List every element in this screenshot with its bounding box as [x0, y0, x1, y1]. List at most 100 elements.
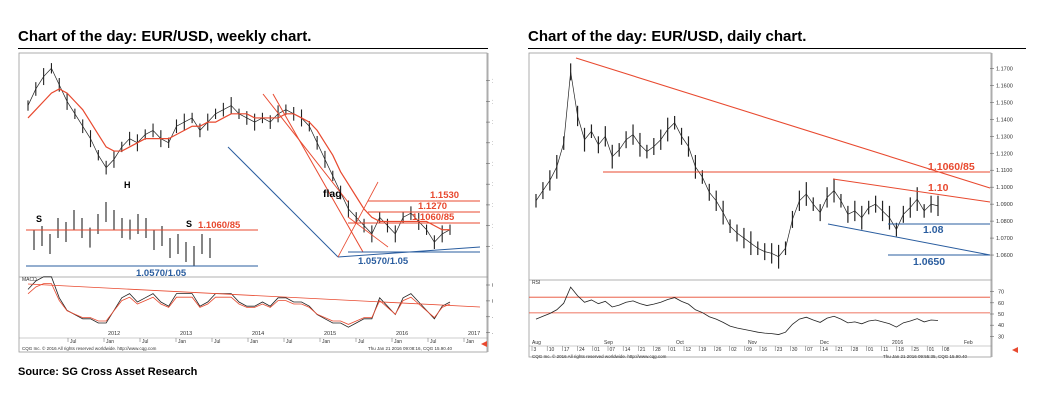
time-tick-label: 3	[534, 347, 537, 353]
level-1.08-label: 1.08	[923, 224, 944, 236]
annotation-head: H	[124, 180, 131, 190]
time-tick-label: Jan	[106, 339, 114, 345]
price-series-line	[535, 71, 939, 258]
time-tick-label: 28	[655, 347, 661, 353]
weekly-chart: 1.4500 1.4000 1.3500 1.3000 1.2500 1.2000 1.15…	[18, 52, 493, 353]
level-1.1270-label: 1.1270	[418, 201, 447, 212]
price-tick-label: 1.1000	[996, 185, 1013, 191]
time-tick-label: 17	[564, 347, 570, 353]
year-label: 2016	[396, 331, 408, 337]
rsi-label: RSI	[532, 280, 540, 286]
level-1.10-label: 1.10	[928, 182, 949, 194]
annotation-shoulder-left: S	[36, 214, 42, 224]
rsi-tick-label: 60	[998, 301, 1004, 307]
annotation-shoulder-right: S	[186, 219, 192, 229]
time-tick-label: Jul	[358, 339, 364, 345]
price-tick-label: 1.2000	[492, 182, 493, 188]
price-tick-label: 1.1000	[492, 224, 493, 230]
level-1.1530-label: 1.1530	[430, 190, 459, 201]
price-tick-label: 1.2500	[492, 162, 493, 168]
level-1.1060-85-label: 1.1060/85	[928, 161, 975, 173]
time-tick-label: 14	[625, 347, 631, 353]
price-tick-label: 1.1600	[996, 83, 1013, 89]
price-tick-label: 1.1300	[996, 134, 1013, 140]
time-tick-label: Jan	[178, 339, 186, 345]
time-tick-label: 28	[853, 347, 859, 353]
time-tick-label: 21	[838, 347, 844, 353]
time-tick-label: 16	[762, 347, 768, 353]
year-label: 2014	[252, 331, 264, 337]
month-label: 2016	[892, 340, 903, 346]
footer-copyright: CQG Inc. © 2016 All rights reserved worl…	[22, 345, 157, 351]
time-tick-label: 01	[670, 347, 676, 353]
month-label: Nov	[748, 340, 757, 346]
month-label: Sep	[604, 340, 613, 346]
time-tick-label: 12	[686, 347, 692, 353]
price-tick-label: 1.0800	[996, 219, 1013, 225]
time-tick-label: 08	[944, 347, 950, 353]
time-tick-label: Jan	[322, 339, 330, 345]
month-label: Aug	[532, 340, 541, 346]
time-tick-label: Jan	[394, 339, 402, 345]
time-tick-label: 01	[868, 347, 874, 353]
price-tick-label: 1.1500	[996, 100, 1013, 106]
price-tick-label: 1.1700	[996, 66, 1013, 72]
time-tick-label: 30	[792, 347, 798, 353]
time-tick-label: 11	[883, 347, 888, 353]
macd-label: MACD	[22, 277, 37, 283]
time-tick-label: 07	[610, 347, 616, 353]
price-tick-label: 1.0900	[996, 202, 1013, 208]
time-tick-label: 07	[807, 347, 813, 353]
price-tick-label: 1.1400	[996, 117, 1013, 123]
trendline-blue	[227, 146, 339, 258]
price-tick-label: 1.0700	[996, 236, 1013, 242]
annotation-flag: flag	[323, 188, 342, 200]
title-rule-daily	[528, 48, 1026, 49]
macd-line	[27, 276, 451, 328]
rsi-tick-label: 40	[998, 323, 1004, 329]
time-tick-label: Jul	[70, 339, 76, 345]
trendline-red	[272, 93, 364, 253]
time-tick-label: 19	[701, 347, 707, 353]
chart-frame	[18, 52, 488, 353]
time-tick-label: Jul	[214, 339, 220, 345]
price-tick-label: 1.0500	[492, 244, 493, 250]
rsi-tick-label: 70	[998, 290, 1004, 296]
time-tick-label: 02	[731, 347, 737, 353]
rsi-tick-label: 50	[998, 312, 1004, 318]
year-label: 2017	[468, 331, 480, 337]
time-tick-label: Jul	[142, 339, 148, 345]
red-arrow-icon	[481, 341, 487, 347]
time-tick-label: 01	[929, 347, 935, 353]
price-tick-label: 1.4000	[492, 99, 493, 105]
level-1.0650-label: 1.0650	[913, 256, 945, 268]
time-tick-label: 21	[640, 347, 646, 353]
time-tick-label: Jul	[430, 339, 436, 345]
macd-tick-label: -0.050	[492, 331, 493, 337]
chart-title-daily: Chart of the day: EUR/USD, daily chart.	[528, 28, 807, 45]
price-tick-label: 1.1100	[996, 168, 1012, 174]
month-label: Feb	[964, 340, 973, 346]
footer-timestamp: Thu Jan 21 2016 09:55:35, CQG 15.90.40	[883, 354, 968, 359]
time-tick-label: 09	[746, 347, 752, 353]
price-tick-label: 1.1500	[492, 203, 493, 209]
level-left-1.1060-85-label: 1.1060/85	[198, 220, 241, 231]
time-tick-label: 25	[914, 347, 920, 353]
time-tick-label: Jan	[250, 339, 258, 345]
moving-average-line	[27, 88, 450, 231]
flag-line	[337, 181, 379, 258]
trendline-red-short	[832, 178, 991, 203]
macd-tick-label: 0.025	[492, 283, 493, 289]
time-tick-label: 10	[549, 347, 555, 353]
time-tick-label: 01	[594, 347, 600, 353]
footer-timestamp: Thu Jan 21 2016 09:08:16, CQG 15.90.40	[368, 346, 453, 351]
trendline-red-long	[575, 57, 991, 189]
flag-line	[347, 216, 389, 248]
macd-signal-line	[27, 283, 451, 325]
time-tick-label: 24	[579, 347, 585, 353]
time-tick-label: 14	[822, 347, 828, 353]
level-1.0570-1.05-label: 1.0570/1.05	[136, 268, 187, 279]
price-tick-label: 1.4500	[492, 79, 493, 85]
price-tick-label: 1.1200	[996, 151, 1013, 157]
title-rule-weekly	[18, 48, 488, 49]
